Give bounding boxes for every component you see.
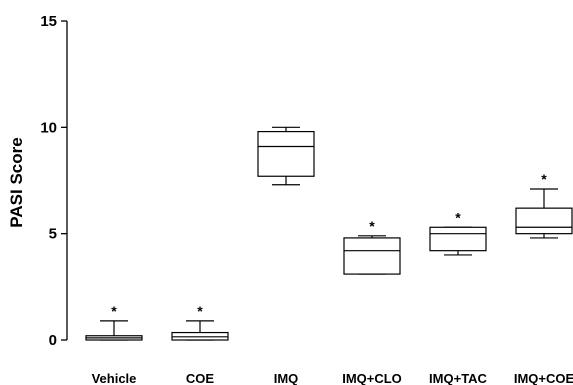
box-group: * [515,171,573,239]
y-tick-label: 15 [40,13,57,30]
y-tick-label: 10 [40,119,57,136]
box-group: * [85,303,143,341]
y-tick-labels: 0 5 10 15 [40,13,57,349]
category-labels: Vehicle COE IMQ IMQ+CLO IMQ+TAC IMQ+COE [92,371,573,385]
boxes: * * * * * [85,126,573,341]
significance-marker: * [111,303,117,319]
y-tick-label: 5 [49,226,57,243]
category-label: IMQ+CLO [342,371,402,385]
y-axis-title: PASI Score [7,137,26,227]
significance-marker: * [455,209,461,225]
category-label: IMQ+TAC [429,371,488,385]
iqr-box [515,207,573,235]
category-label: COE [186,371,215,385]
category-label: Vehicle [92,371,137,385]
box-group: * [343,218,401,275]
significance-marker: * [197,303,203,319]
iqr-box [257,130,315,177]
box-group: * [171,303,229,341]
category-label: IMQ [274,371,299,385]
box-group [257,126,315,186]
category-label: IMQ+COE [514,371,573,385]
y-ticks [61,20,67,341]
iqr-box [429,226,487,252]
significance-marker: * [541,171,547,187]
box-group: * [429,209,487,256]
significance-marker: * [369,218,375,234]
axes: 0 5 10 15 PASI Score [7,13,68,349]
iqr-box [343,237,401,275]
y-tick-label: 0 [49,332,57,349]
